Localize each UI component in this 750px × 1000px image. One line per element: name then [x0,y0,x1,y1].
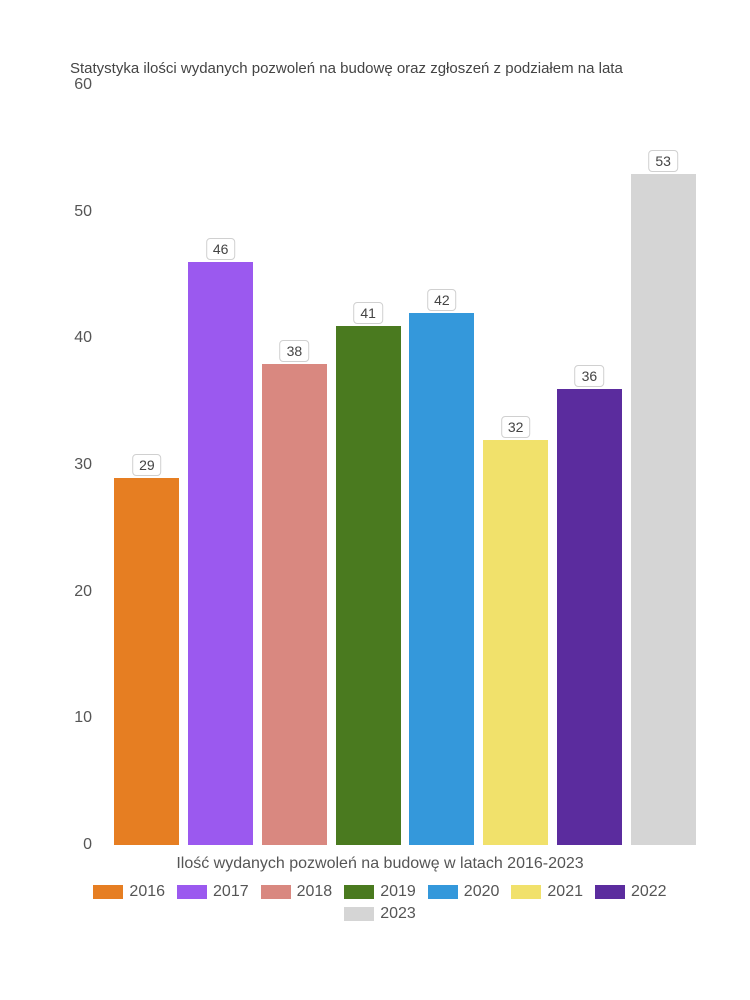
y-tick: 20 [74,583,92,601]
y-tick: 60 [74,76,92,94]
legend: 2016 2017 2018 2019 2020 2021 2022 2023 [60,883,700,923]
bar: 29 [114,478,179,845]
legend-label: 2022 [631,883,667,901]
bar-value-label: 41 [353,302,383,324]
legend-item: 2022 [595,883,667,901]
bar-value-label: 53 [648,150,678,172]
bar: 42 [409,313,474,845]
legend-swatch [428,885,458,899]
bar-value-label: 29 [132,454,162,476]
bar-value-label: 46 [206,238,236,260]
bar-value-label: 32 [501,416,531,438]
legend-label: 2019 [380,883,416,901]
legend-swatch [93,885,123,899]
legend-item: 2017 [177,883,249,901]
bar: 36 [557,389,622,845]
bar: 41 [336,326,401,845]
legend-swatch [177,885,207,899]
y-tick: 30 [74,456,92,474]
bar: 46 [188,262,253,845]
legend-label: 2016 [129,883,165,901]
legend-item: 2016 [93,883,165,901]
legend-label: 2018 [297,883,333,901]
legend-item: 2021 [511,883,583,901]
legend-label: 2020 [464,883,500,901]
x-axis-label: Ilość wydanych pozwoleń na budowę w lata… [60,855,700,873]
legend-label: 2021 [547,883,583,901]
y-tick: 40 [74,329,92,347]
legend-swatch [261,885,291,899]
legend-item: 2018 [261,883,333,901]
legend-item: 2019 [344,883,416,901]
bar: 53 [631,174,696,845]
y-tick: 0 [83,836,92,854]
bars-area: 2946384142323653 [110,85,700,845]
chart-title: Statystyka ilości wydanych pozwoleń na b… [70,60,700,77]
bar: 32 [483,440,548,845]
y-tick: 50 [74,203,92,221]
legend-swatch [595,885,625,899]
bar-value-label: 38 [280,340,310,362]
legend-item: 2020 [428,883,500,901]
bar: 38 [262,364,327,845]
legend-item: 2023 [344,905,416,923]
y-axis: 0102030405060 [60,85,100,845]
legend-swatch [344,907,374,921]
legend-swatch [511,885,541,899]
plot-area: 0102030405060 2946384142323653 [60,85,700,845]
chart-container: Statystyka ilości wydanych pozwoleń na b… [60,60,700,940]
y-tick: 10 [74,709,92,727]
legend-label: 2017 [213,883,249,901]
legend-swatch [344,885,374,899]
bar-value-label: 36 [575,365,605,387]
bar-value-label: 42 [427,289,457,311]
legend-label: 2023 [380,905,416,923]
